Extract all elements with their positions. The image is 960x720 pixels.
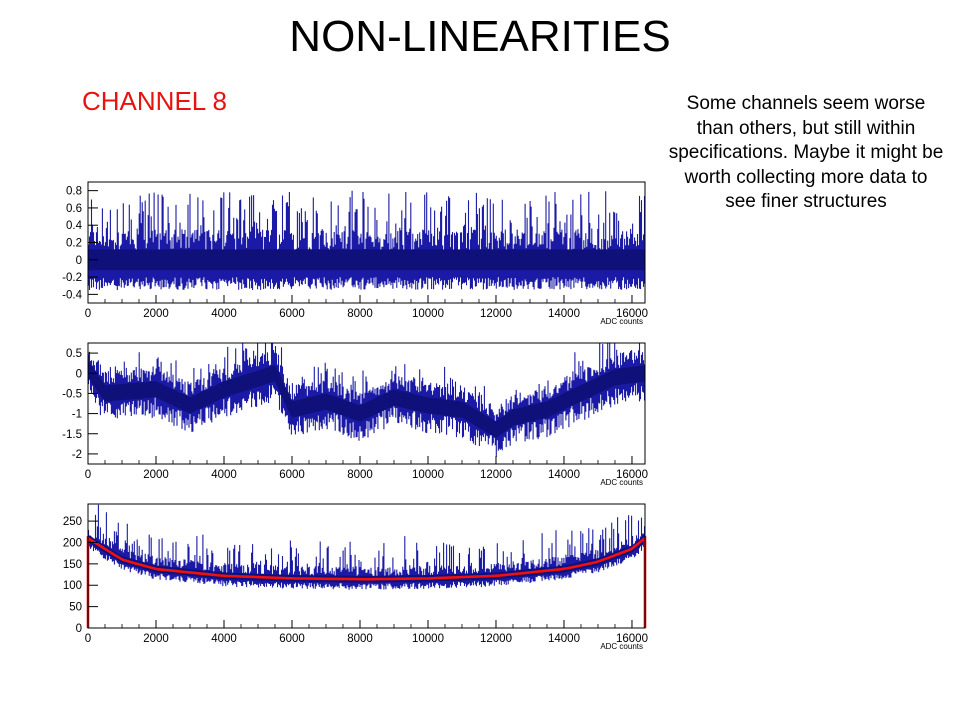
y-tick-label: 0 xyxy=(76,623,82,635)
x-tick-label: 10000 xyxy=(412,308,444,320)
x-tick-label: 12000 xyxy=(480,469,512,481)
x-axis-label: ADC counts xyxy=(600,317,643,326)
plot-frame xyxy=(87,503,646,629)
x-tick-label: 14000 xyxy=(548,308,580,320)
chart-3: 0 50 100 150 200 250 0 2000 4000 6000 8000 10000 120… xyxy=(63,503,648,651)
x-tick-label: 6000 xyxy=(279,469,305,481)
histogram-core xyxy=(87,249,646,271)
y-tick-label: -0.2 xyxy=(62,272,82,284)
x-axis-label: ADC counts xyxy=(600,478,643,487)
x-axis-label: ADC counts xyxy=(600,642,643,651)
x-tick-label: 2000 xyxy=(143,308,169,320)
y-tick-label: -0.4 xyxy=(62,289,82,301)
channel-label: CHANNEL 8 xyxy=(82,86,227,116)
y-tick-label: -0.5 xyxy=(62,388,82,400)
y-tick-label: 150 xyxy=(63,559,82,571)
x-tick-label: 4000 xyxy=(211,469,237,481)
x-tick-label: 12000 xyxy=(480,308,512,320)
x-tick-label: 2000 xyxy=(143,633,169,645)
x-tick-label: 0 xyxy=(85,308,91,320)
x-tick-label: 0 xyxy=(85,633,91,645)
y-tick-label: -1 xyxy=(72,409,82,421)
plot-frame xyxy=(87,342,646,465)
commentary-text: Some channels seem worse than others, bu… xyxy=(668,93,944,212)
x-tick-label: 16000 xyxy=(616,633,648,645)
x-tick-label: 16000 xyxy=(616,308,648,320)
y-tick-label: 0 xyxy=(76,255,82,267)
chart-2: -2 -1.5 -1 -0.5 0 0.5 0 2000 4000 6000 8000 10000 12… xyxy=(62,342,648,487)
y-tick-label: 0.5 xyxy=(66,348,82,360)
y-tick-label: 0.4 xyxy=(66,220,83,232)
x-tick-label: 4000 xyxy=(211,633,237,645)
x-tick-label: 0 xyxy=(85,469,91,481)
y-tick-label: 0.2 xyxy=(66,238,82,250)
x-tick-label: 16000 xyxy=(616,469,648,481)
y-tick-label: 0.8 xyxy=(66,186,82,198)
x-tick-label: 6000 xyxy=(279,308,305,320)
y-tick-label: 0.6 xyxy=(66,203,82,215)
x-tick-label: 14000 xyxy=(548,469,580,481)
x-tick-label: 8000 xyxy=(347,469,373,481)
x-tick-label: 8000 xyxy=(347,308,373,320)
y-tick-label: -1.5 xyxy=(62,429,82,441)
fit-curve xyxy=(86,535,647,628)
x-tick-label: 10000 xyxy=(412,469,444,481)
x-tick-label: 6000 xyxy=(279,633,305,645)
y-tick-label: 200 xyxy=(63,537,82,549)
x-tick-label: 10000 xyxy=(412,633,444,645)
y-tick-label: 0 xyxy=(76,368,82,380)
y-tick-label: 100 xyxy=(63,580,82,592)
page-title: NON-LINEARITIES xyxy=(289,12,671,61)
chart-1: -0.4 -0.2 0 0.2 0.4 0.6 0.8 0 2000 4000 6000 8000 10… xyxy=(62,181,648,326)
x-tick-label: 8000 xyxy=(347,633,373,645)
x-tick-label: 2000 xyxy=(143,469,169,481)
y-tick-label: -2 xyxy=(72,449,82,461)
histogram-series xyxy=(87,190,646,290)
x-tick-label: 12000 xyxy=(480,633,512,645)
y-tick-label: 250 xyxy=(63,516,82,528)
y-tick-label: 50 xyxy=(69,602,82,614)
x-tick-label: 4000 xyxy=(211,308,237,320)
x-tick-label: 14000 xyxy=(548,633,580,645)
